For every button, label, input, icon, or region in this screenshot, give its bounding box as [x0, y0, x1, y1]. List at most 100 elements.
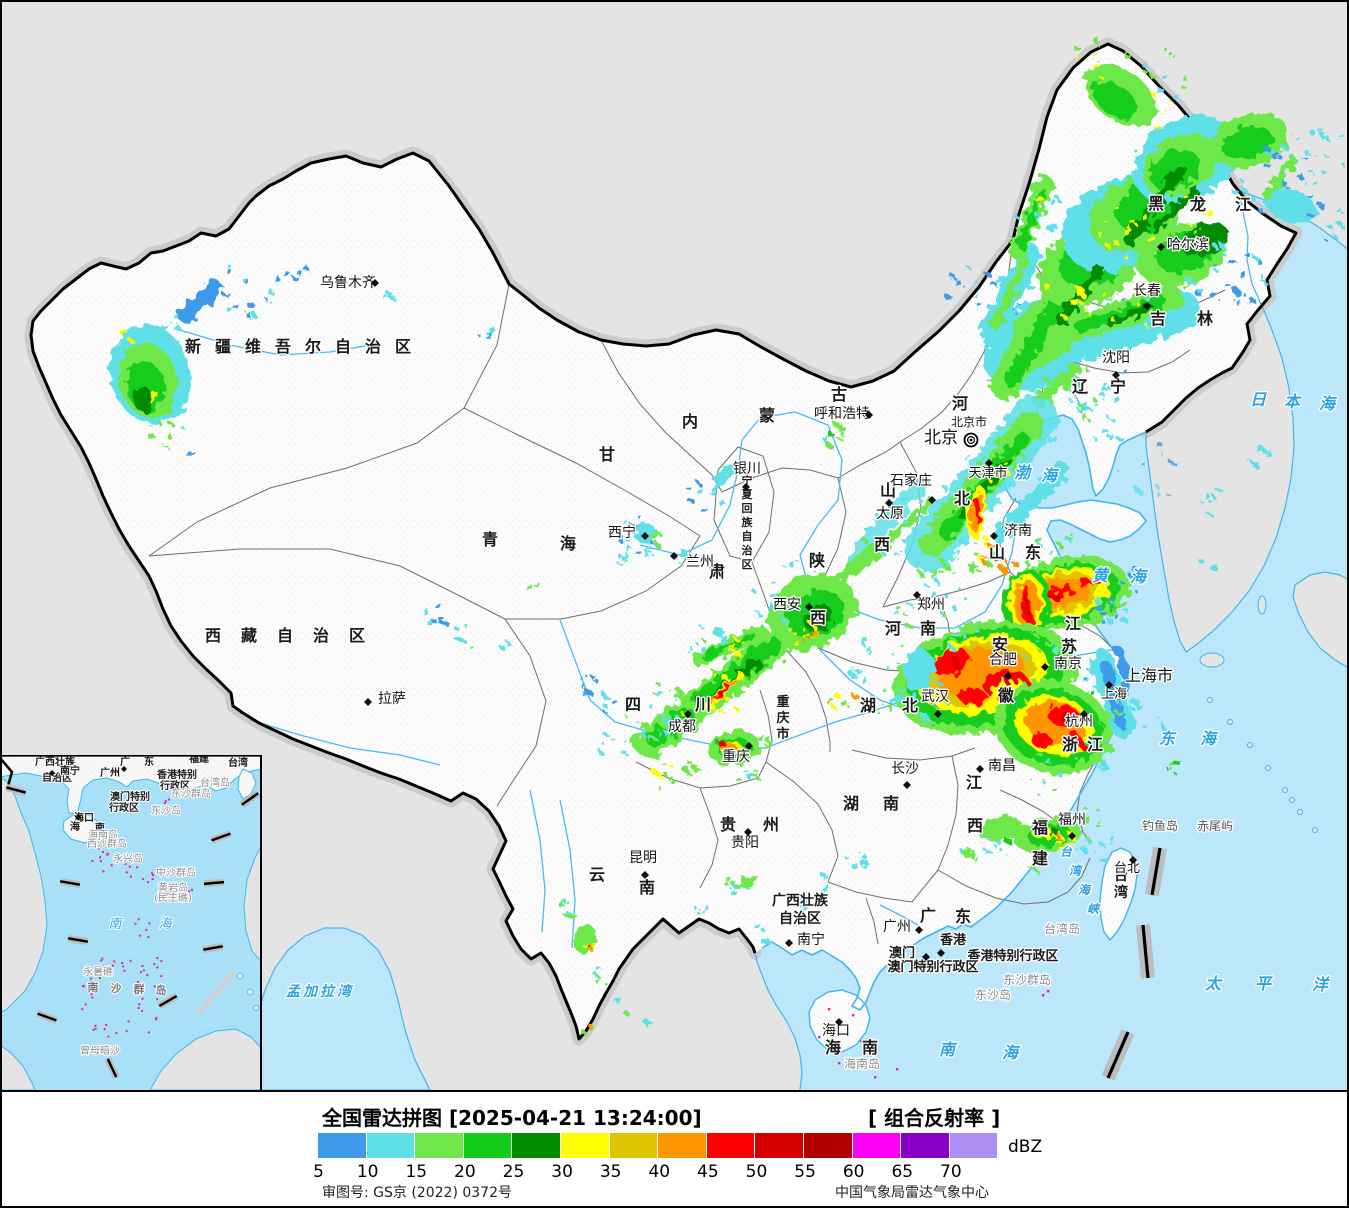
- agency-credit: 中国气象局雷达气象中心: [835, 1185, 989, 1201]
- inset-label: 南宁: [60, 764, 80, 777]
- province-labels-item: 建: [1032, 849, 1048, 868]
- province-labels-item: 古: [831, 385, 847, 404]
- inset-label: 广西壮族: [35, 755, 76, 768]
- province-labels-item: 云: [589, 865, 605, 884]
- province-labels-item: 南: [883, 794, 899, 813]
- province-labels-item: 广西壮族: [772, 892, 829, 909]
- city-diamond: [903, 781, 911, 789]
- province-labels-item: 蒙: [759, 406, 775, 425]
- city-diamond: [744, 828, 752, 836]
- sea-labels-item: 东: [1159, 729, 1177, 748]
- city-labels-item: 乌鲁木齐: [320, 275, 376, 291]
- island-mark: [818, 1036, 821, 1039]
- capital-marker-beijing: [963, 432, 979, 448]
- city-labels-item: 杭州: [1065, 714, 1093, 730]
- ryukyu-island-dot: [1297, 809, 1303, 815]
- city-labels-item: 长春: [1133, 283, 1161, 299]
- inset-island-marks: [81, 798, 193, 1056]
- city-labels-item: 拉萨: [378, 691, 406, 707]
- inset-label: 台湾岛: [200, 776, 230, 789]
- inset-borneo: [149, 1028, 262, 1090]
- inset-label: 南: [95, 821, 105, 834]
- inset-label: 香港特别: [157, 768, 197, 781]
- legend-color-segment: [706, 1133, 755, 1158]
- inset-label: 海南岛: [88, 828, 118, 841]
- legend-tick: 20: [454, 1162, 476, 1182]
- legend-tick: 70: [940, 1162, 962, 1182]
- province-labels-item: 东: [955, 907, 971, 926]
- ryukyu-island-dot: [1282, 787, 1288, 793]
- province-labels-item: 四: [625, 695, 641, 714]
- city-diamond: [1143, 302, 1151, 310]
- ryukyu-island-dot: [1265, 765, 1271, 771]
- inset-label: 自治区: [42, 771, 72, 784]
- city-labels-item: 郑州: [917, 597, 945, 613]
- inset-hainan: [62, 812, 102, 844]
- city-labels-item: 北京市: [951, 414, 987, 429]
- legend-tick: 60: [842, 1162, 865, 1182]
- inset-taiwan: [237, 768, 257, 800]
- inset-label: 行政区: [159, 779, 190, 792]
- legend-tick: 25: [502, 1162, 525, 1182]
- city-labels-item: 重庆: [722, 749, 750, 765]
- city-diamond: [1112, 371, 1120, 379]
- province-labels-item: 江: [1065, 614, 1081, 633]
- inset-label: 东沙群岛: [171, 787, 211, 800]
- island-labels-item: 东沙岛: [975, 987, 1011, 1002]
- city-labels-item: 合肥: [989, 652, 1017, 668]
- province-labels-item: 贵: [720, 815, 736, 834]
- inset-city-diamond: [49, 770, 55, 776]
- city-diamond: [1041, 663, 1049, 671]
- city-diamond: [371, 279, 379, 287]
- island-mark: [874, 1076, 877, 1079]
- city-labels-item: 兰州: [686, 554, 714, 570]
- inset-label: 东: [144, 755, 154, 768]
- province-labels-item: 江: [966, 773, 982, 792]
- city-diamond: [745, 742, 753, 750]
- province-labels-item: 徽: [997, 686, 1015, 705]
- province-labels-item: 自治区: [779, 910, 821, 927]
- province-labels-item: 河: [952, 394, 968, 413]
- inset-label: 西沙群岛: [87, 837, 127, 850]
- province-labels-item: 浙: [1062, 735, 1078, 754]
- city-diamond: [934, 710, 942, 718]
- province-labels-item: 澳门特别行政区: [887, 959, 978, 975]
- province-labels-item: 青: [482, 530, 498, 549]
- city-diamond: [835, 1018, 843, 1026]
- city-diamond: [922, 953, 930, 961]
- island-mark: [1042, 994, 1045, 997]
- sea-labels-item: 太: [1204, 974, 1223, 993]
- city-labels: 乌鲁木齐呼和浩特银川西宁兰州西安太原石家庄北京北京市天津市济南郑州哈尔滨长春沈阳…: [319, 236, 1211, 1041]
- province-labels-item: 江: [1235, 195, 1251, 214]
- city-labels-item: 北京: [924, 428, 958, 448]
- city-diamond: [364, 698, 372, 706]
- reflectivity-colorbar: [318, 1133, 998, 1158]
- province-labels-item: 辽: [1072, 377, 1089, 396]
- ryukyu-island-dot: [1227, 719, 1233, 725]
- province-labels-item: 西藏自治区: [205, 626, 385, 645]
- city-diamond: [742, 483, 750, 491]
- city-labels-item: 海口: [822, 1023, 850, 1039]
- legend-tick: 55: [794, 1162, 816, 1182]
- legend-color-segment: [755, 1133, 803, 1158]
- city-labels-item: 昆明: [629, 850, 657, 866]
- city-diamond: [976, 765, 984, 773]
- island-mark: [896, 1068, 899, 1071]
- province-labels-item: 香港: [939, 932, 967, 948]
- province-labels-item: 宁夏回族自治区: [742, 473, 754, 571]
- city-labels-item: 台北: [1114, 861, 1140, 876]
- inset-label: 岛: [156, 983, 167, 997]
- city-labels-item: 西宁: [608, 524, 636, 541]
- city-labels-item: 天津市: [968, 465, 1007, 481]
- city-labels-item: 南京: [1054, 656, 1082, 672]
- city-diamond: [915, 926, 923, 934]
- province-labels-item: 海: [825, 1038, 841, 1057]
- city-labels-item: 南宁: [797, 931, 825, 948]
- city-diamond: [1129, 856, 1137, 864]
- inset-label: 中沙群岛: [156, 866, 196, 879]
- province-labels-item: 西: [810, 608, 826, 627]
- inset-label: 南: [108, 917, 123, 932]
- inset-national-border: [0, 757, 14, 787]
- city-diamond: [785, 939, 793, 947]
- city-labels-item: 广州: [883, 919, 911, 935]
